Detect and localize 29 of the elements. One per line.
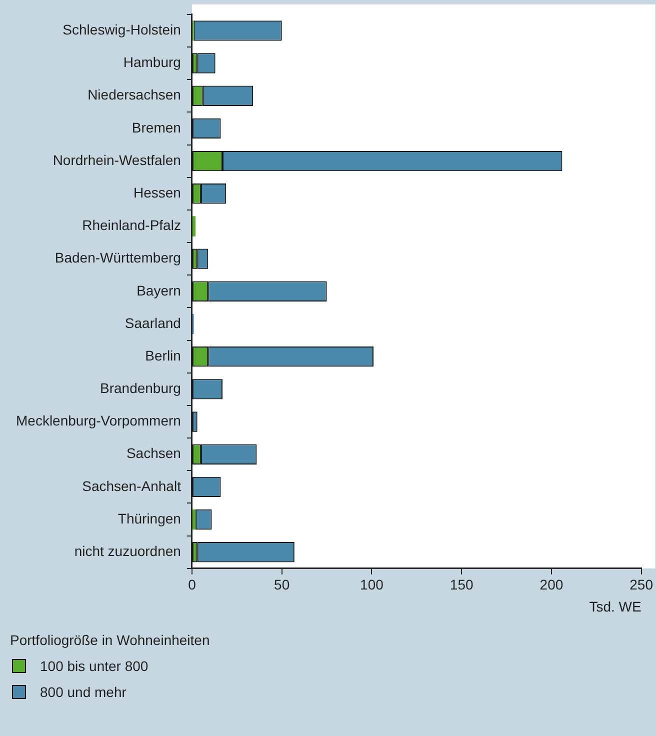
x-tick-label: 50 (274, 576, 290, 593)
x-tick-label: 200 (540, 576, 564, 593)
y-tick-label: Sachsen-Anhalt (82, 478, 182, 494)
y-tick-label: Hamburg (123, 54, 181, 70)
x-tick-label: 0 (188, 576, 196, 593)
x-tick-label: 100 (360, 576, 384, 593)
bar (192, 509, 196, 530)
y-tick-label: Mecklenburg-Vorpommern (16, 412, 181, 429)
y-tick-label: Saarland (124, 314, 181, 331)
bar (192, 216, 196, 236)
x-tick-label: 150 (450, 576, 474, 593)
legend-label: 800 und mehr (40, 684, 126, 700)
legend-title: Portfoliogröße in Wohneinheiten (10, 632, 210, 648)
y-tick-label: Hessen (133, 184, 181, 200)
y-tick-label: Bremen (132, 119, 181, 136)
y-tick-label: Berlin (145, 347, 181, 364)
y-tick-label: Bayern (136, 282, 181, 298)
y-tick-label: Baden-Württemberg (54, 250, 181, 266)
y-tick-label: Schleswig-Holstein (62, 22, 181, 38)
y-tick-label: Sachsen (126, 445, 181, 462)
y-tick-label: Nordrhein-Westfalen (52, 152, 181, 168)
y-tick-label: Niedersachsen (88, 86, 181, 103)
y-tick-label: Thüringen (118, 510, 181, 526)
x-tick-label: 250 (630, 576, 654, 593)
x-axis-title: Tsd. WE (589, 598, 642, 614)
y-tick-label: Brandenburg (100, 380, 181, 396)
legend-label: 100 bis unter 800 (40, 658, 148, 674)
y-tick-label: Rheinland-Pfalz (82, 217, 181, 234)
y-tick-label: nicht zuzuordnen (74, 542, 181, 559)
